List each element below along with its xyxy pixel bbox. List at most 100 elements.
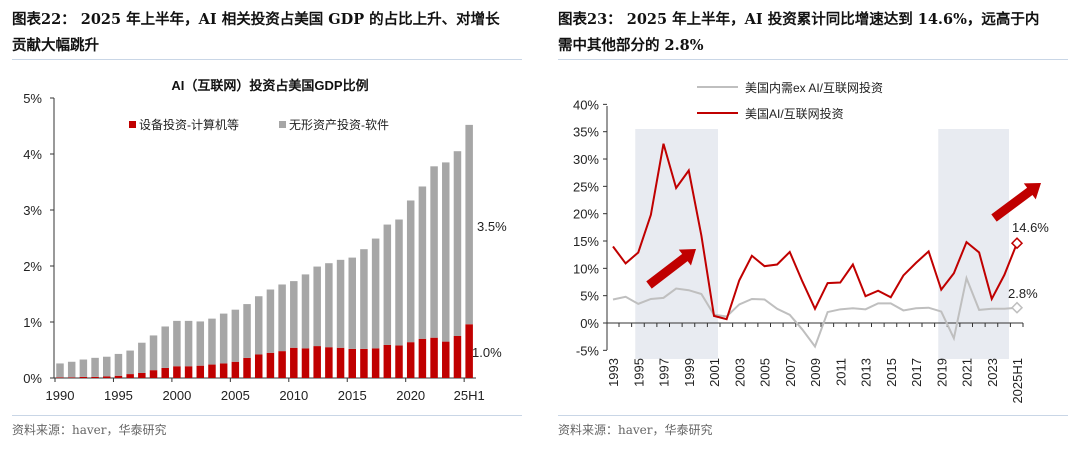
bar-software-2007 (254, 296, 263, 355)
right-chart-heading: 图表23： 2025 年上半年，AI 投资累计同比增速达到 14.6%，远高于内… (558, 7, 1039, 59)
x-tick-label: 2009 (808, 358, 823, 387)
x-tick-label: 2019 (934, 358, 949, 387)
bar-equipment-1997 (138, 372, 146, 378)
bar-equipment-2023 (442, 341, 450, 378)
chart-title: AI（互联网）投资占美国GDP比例 (171, 78, 368, 93)
bar-equipment-2010 (290, 347, 298, 378)
right-heading-line2: 需中其他部分的 2.8% (558, 37, 704, 54)
bar-software-1993 (91, 357, 99, 377)
legend-label: 美国内需ex AI/互联网投资 (745, 80, 883, 95)
bar-equipment-2022 (430, 337, 438, 378)
bar-equipment-1994 (103, 376, 111, 378)
bar-equipment-2013 (325, 347, 333, 378)
x-tick-label: 1999 (682, 358, 697, 387)
bar-software-1990 (56, 363, 64, 378)
bar-software-2015 (348, 257, 356, 349)
trend-arrow-icon (991, 183, 1041, 222)
bar-software-2016 (360, 249, 368, 349)
bar-equipment-1990 (56, 377, 64, 378)
left-top-divider (12, 59, 522, 60)
y-tick-label: -5% (576, 343, 600, 358)
x-tick-label: 2023 (985, 358, 1000, 387)
y-tick-label: 15% (573, 234, 599, 249)
right-top-divider (558, 59, 1068, 60)
bar-software-2022 (430, 166, 438, 338)
x-tick-label: 25H1 (454, 388, 485, 403)
bar-equipment-2020 (406, 342, 415, 378)
annotation-domestic: 2.8% (1008, 286, 1038, 301)
bar-software-2024 (453, 151, 462, 336)
annotation-equipment: 1.0% (472, 345, 502, 360)
annotation-software: 3.5% (477, 219, 507, 234)
bar-equipment-1999 (161, 367, 169, 378)
right-source-note: 资料来源：haver，华泰研究 (558, 423, 713, 437)
x-tick-label: 2013 (859, 358, 874, 387)
bar-software-1994 (103, 356, 111, 377)
x-tick-label: 1993 (606, 358, 621, 387)
bar-equipment-1993 (91, 376, 99, 378)
bar-software-2003 (208, 318, 216, 365)
bar-software-1996 (126, 350, 134, 375)
bar-equipment-1991 (67, 377, 76, 378)
legend-label: 无形资产投资-软件 (289, 117, 389, 132)
bar-equipment-2012 (313, 346, 321, 378)
bar-software-2021 (418, 186, 427, 339)
bar-software-25H1 (465, 124, 473, 325)
right-bottom-divider (558, 415, 1068, 416)
bar-equipment-2002 (196, 365, 205, 378)
bar-equipment-2003 (208, 364, 216, 378)
x-tick-label: 2021 (960, 358, 975, 387)
y-tick-label: 40% (573, 97, 599, 112)
last-point-marker (1010, 237, 1024, 250)
x-tick-label: 2020 (396, 388, 425, 403)
legend-label: 美国AI/互联网投资 (745, 106, 844, 121)
x-tick-label: 2017 (909, 358, 924, 387)
legend-swatch (129, 121, 136, 128)
bar-equipment-2001 (184, 366, 193, 378)
bar-equipment-2016 (360, 348, 368, 378)
bar-equipment-2019 (395, 345, 403, 378)
y-tick-label: 35% (573, 125, 599, 140)
y-tick-label: 30% (573, 152, 599, 167)
bar-software-2009 (278, 284, 286, 352)
x-tick-label: 1995 (104, 388, 133, 403)
x-tick-label: 1995 (631, 358, 646, 387)
y-tick-label: 4% (23, 147, 42, 162)
bar-software-2012 (313, 266, 321, 347)
bar-equipment-2015 (348, 348, 356, 378)
y-tick-label: 0% (580, 316, 599, 331)
y-tick-label: 2% (23, 259, 42, 274)
y-tick-label: 5% (580, 289, 599, 304)
bar-equipment-2011 (301, 348, 310, 378)
y-tick-label: 3% (23, 203, 42, 218)
bar-software-2005 (231, 309, 240, 362)
bar-software-2023 (442, 162, 450, 342)
bar-equipment-1998 (149, 370, 158, 378)
shaded-period (635, 129, 718, 359)
right-heading-line1: 图表23： 2025 年上半年，AI 投资累计同比增速达到 14.6%，远高于内 (558, 11, 1040, 28)
bar-software-2019 (395, 219, 403, 346)
x-tick-label: 2010 (279, 388, 308, 403)
y-tick-label: 25% (573, 179, 599, 194)
bar-software-2014 (336, 259, 345, 348)
bar-software-2006 (243, 304, 251, 358)
legend-swatch (279, 121, 286, 128)
bar-equipment-2024 (453, 336, 462, 378)
bar-equipment-1992 (79, 376, 88, 378)
bar-software-2010 (290, 281, 298, 348)
trend-arrow-icon (646, 249, 696, 289)
bar-equipment-2007 (254, 354, 263, 378)
x-tick-label: 2011 (833, 358, 848, 386)
x-tick-label: 2015 (884, 358, 899, 387)
series-line-domestic-ex-ai (612, 274, 1018, 349)
y-tick-label: 0% (23, 371, 42, 386)
bar-equipment-2009 (278, 351, 286, 378)
bar-equipment-2014 (336, 347, 345, 378)
bar-software-1999 (161, 326, 169, 368)
x-tick-label: 2015 (338, 388, 367, 403)
bar-software-2013 (325, 263, 333, 348)
bar-software-2017 (371, 238, 380, 349)
bar-software-2011 (301, 274, 310, 349)
x-tick-label: 2025H1 (1010, 358, 1025, 404)
